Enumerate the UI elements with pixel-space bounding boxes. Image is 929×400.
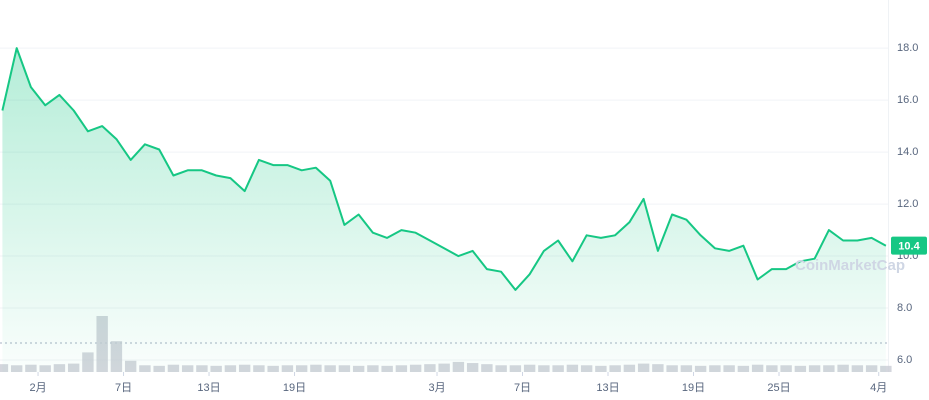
x-tick-label: 19日 (283, 382, 306, 394)
y-tick-label: 6.0 (897, 354, 912, 366)
last-price-tag (891, 236, 927, 255)
axes: 6.08.010.012.014.016.018.02月 7日 13日 19日 3月 7日… (29, 42, 927, 394)
y-tick-label: 8.0 (897, 302, 912, 314)
x-tick-label: 4月 (870, 382, 887, 394)
x-tick-label: 13日 (197, 382, 220, 394)
x-tick-label: 19日 (682, 382, 705, 394)
x-tick-label: 7日 (115, 382, 132, 394)
x-tick-label: 13日 (596, 382, 619, 394)
y-tick-label: 18.0 (897, 42, 918, 54)
watermark: CoinMarketCap (795, 257, 905, 274)
price-area (2, 48, 886, 372)
x-tick-label: 25日 (767, 382, 790, 394)
price-series (1, 47, 887, 372)
x-tick-label: 3月 (428, 382, 445, 394)
y-tick-label: 14.0 (897, 146, 918, 158)
y-tick-label: 12.0 (897, 198, 918, 210)
x-tick-label: 2月 (29, 382, 46, 394)
last-price-label: 10.4 (898, 241, 920, 253)
price-line (1, 47, 887, 291)
y-tick-label: 16.0 (897, 94, 918, 106)
x-tick-label: 7日 (514, 382, 531, 394)
